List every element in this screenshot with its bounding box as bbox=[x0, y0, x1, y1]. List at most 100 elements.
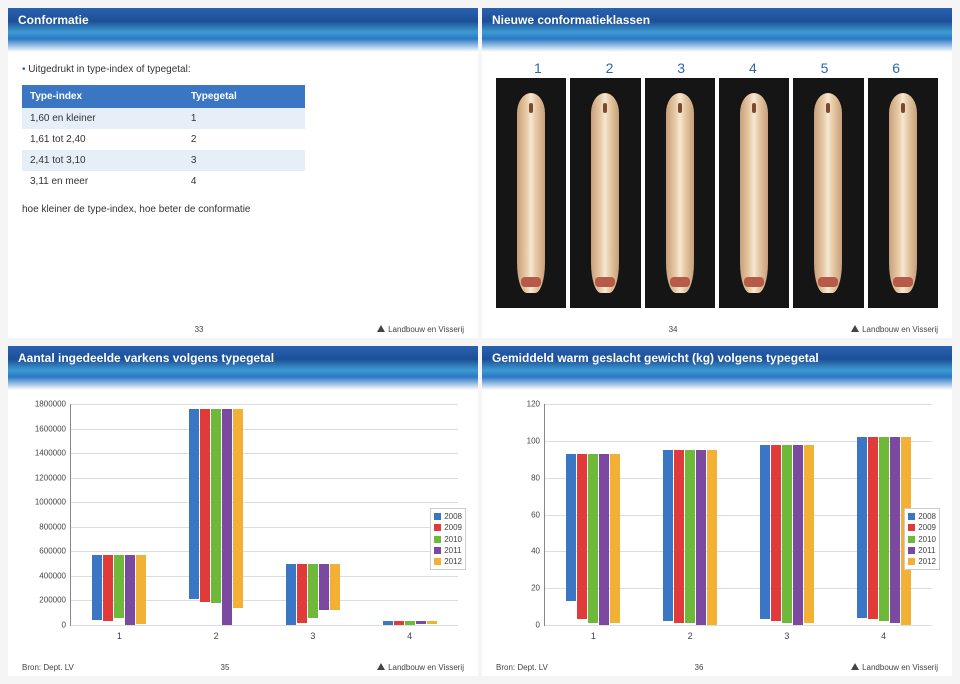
logo-text: Landbouw en Visserij bbox=[388, 663, 464, 672]
y-tick-label: 200000 bbox=[22, 596, 66, 605]
y-tick-label: 1200000 bbox=[22, 473, 66, 482]
carcass-shape bbox=[740, 93, 768, 293]
legend-label: 2009 bbox=[444, 522, 462, 533]
cell: 3,11 en meer bbox=[22, 171, 183, 192]
y-tick-label: 40 bbox=[496, 547, 540, 556]
panel-body: 1 2 3 4 5 6 bbox=[482, 56, 952, 338]
class-num: 1 bbox=[502, 60, 574, 76]
bar-group bbox=[383, 621, 437, 625]
panel-title: Gemiddeld warm geslacht gewicht (kg) vol… bbox=[482, 346, 952, 390]
carcass-shape bbox=[814, 93, 842, 293]
logo-text: Landbouw en Visserij bbox=[862, 663, 938, 672]
gridline bbox=[71, 527, 458, 528]
x-tick-label: 3 bbox=[784, 631, 789, 641]
carcass-row bbox=[496, 78, 938, 308]
x-tick-label: 2 bbox=[214, 631, 219, 641]
bar bbox=[297, 564, 307, 623]
y-tick-label: 600000 bbox=[22, 547, 66, 556]
bar bbox=[588, 454, 598, 623]
legend-swatch bbox=[908, 524, 915, 531]
bar bbox=[760, 445, 770, 620]
panel-footer: Bron: Dept. LV 35 Landbouw en Visserij bbox=[22, 662, 464, 672]
y-tick-label: 800000 bbox=[22, 522, 66, 531]
carcass-image bbox=[645, 78, 715, 308]
legend-label: 2008 bbox=[444, 511, 462, 522]
legend-label: 2011 bbox=[444, 545, 461, 556]
bar bbox=[394, 621, 404, 624]
legend-label: 2009 bbox=[918, 522, 936, 533]
y-tick-label: 400000 bbox=[22, 571, 66, 580]
bar-group bbox=[566, 454, 620, 625]
page-number: 33 bbox=[195, 325, 204, 334]
page-number: 34 bbox=[669, 325, 678, 334]
y-tick-label: 100 bbox=[496, 436, 540, 445]
legend-item: 2010 bbox=[908, 534, 936, 545]
bar bbox=[868, 437, 878, 619]
legend-label: 2010 bbox=[918, 534, 936, 545]
class-num: 4 bbox=[717, 60, 789, 76]
logo-text: Landbouw en Visserij bbox=[862, 325, 938, 334]
x-tick-label: 3 bbox=[310, 631, 315, 641]
class-number-row: 1 2 3 4 5 6 bbox=[496, 60, 938, 76]
panel-footer: Bron: Dept. LV 36 Landbouw en Visserij bbox=[496, 662, 938, 672]
bar bbox=[103, 555, 113, 621]
bar bbox=[189, 409, 199, 599]
cell: 2,41 tot 3,10 bbox=[22, 150, 183, 171]
gridline bbox=[71, 404, 458, 405]
plot-area: 1234 bbox=[70, 404, 458, 626]
y-tick-label: 1000000 bbox=[22, 498, 66, 507]
bar bbox=[308, 564, 318, 618]
cell: 1 bbox=[183, 108, 305, 129]
legend-item: 2009 bbox=[908, 522, 936, 533]
panel-title: Nieuwe conformatieklassen bbox=[482, 8, 952, 52]
legend-label: 2010 bbox=[444, 534, 462, 545]
bar-group bbox=[857, 437, 911, 625]
bar bbox=[136, 555, 146, 624]
y-tick-label: 20 bbox=[496, 584, 540, 593]
legend-label: 2011 bbox=[918, 545, 935, 556]
cell: 2 bbox=[183, 129, 305, 150]
logo: Landbouw en Visserij bbox=[376, 662, 464, 672]
bar-group bbox=[189, 409, 243, 625]
carcass-image bbox=[570, 78, 640, 308]
bar bbox=[804, 445, 814, 624]
y-tick-label: 1400000 bbox=[22, 449, 66, 458]
bar bbox=[890, 437, 900, 623]
x-tick-label: 4 bbox=[881, 631, 886, 641]
bar bbox=[696, 450, 706, 625]
logo-text: Landbouw en Visserij bbox=[388, 325, 464, 334]
legend-label: 2012 bbox=[918, 556, 936, 567]
cell: 3 bbox=[183, 150, 305, 171]
legend-item: 2012 bbox=[908, 556, 936, 567]
bar bbox=[125, 555, 135, 625]
panel-footer: 33 Landbouw en Visserij bbox=[22, 324, 464, 334]
x-tick-label: 1 bbox=[117, 631, 122, 641]
bar bbox=[405, 621, 415, 624]
carcass-shape bbox=[591, 93, 619, 293]
legend-item: 2009 bbox=[434, 522, 462, 533]
x-tick-label: 2 bbox=[688, 631, 693, 641]
bar bbox=[319, 564, 329, 611]
legend-swatch bbox=[908, 536, 915, 543]
cell: 4 bbox=[183, 171, 305, 192]
th-typegetal: Typegetal bbox=[183, 85, 305, 108]
panel-title: Aantal ingedeelde varkens volgens typege… bbox=[8, 346, 478, 390]
bar bbox=[685, 450, 695, 623]
plot-area: 1234 bbox=[544, 404, 932, 626]
legend-swatch bbox=[434, 524, 441, 531]
bar bbox=[233, 409, 243, 608]
gridline bbox=[71, 429, 458, 430]
note-text: hoe kleiner de type-index, hoe beter de … bbox=[22, 204, 464, 215]
legend-item: 2008 bbox=[908, 511, 936, 522]
gridline bbox=[71, 502, 458, 503]
legend-swatch bbox=[434, 513, 441, 520]
cell: 1,61 tot 2,40 bbox=[22, 129, 183, 150]
y-tick-label: 0 bbox=[496, 621, 540, 630]
legend-swatch bbox=[434, 536, 441, 543]
page-number: 36 bbox=[695, 663, 704, 672]
y-tick-label: 60 bbox=[496, 510, 540, 519]
cell: 1,60 en kleiner bbox=[22, 108, 183, 129]
carcass-shape bbox=[666, 93, 694, 293]
legend-label: 2008 bbox=[918, 511, 936, 522]
class-num: 5 bbox=[789, 60, 861, 76]
